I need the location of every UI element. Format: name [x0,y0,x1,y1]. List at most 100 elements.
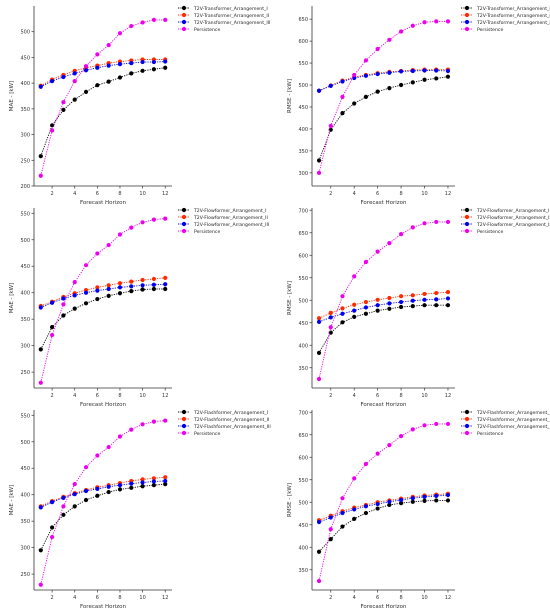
data-point [72,504,77,509]
data-point [106,63,111,68]
data-point [83,497,89,503]
x-tick-label: 6 [96,595,99,601]
data-point [61,296,66,301]
x-tick-label: 2 [329,393,332,399]
x-tick-label: 6 [376,595,379,601]
data-point [163,17,168,22]
data-point [352,516,357,522]
series-2 [316,290,451,321]
data-point [151,483,157,488]
data-point [95,251,100,256]
legend-swatch-marker [181,430,187,436]
y-tick-label: 450 [20,466,30,472]
series-line [40,218,166,383]
series-line [40,277,166,307]
legend-entry: Persistence [178,229,220,235]
data-point [61,504,66,509]
data-point [151,276,157,282]
data-point [340,79,345,84]
data-point [163,478,168,484]
legend-entry: T2V-Transformer_Arrangement_II [178,13,269,19]
legend-entry: T2V-Flowformer_Arrangement_I [461,208,549,214]
data-point [163,282,168,287]
y-tick-label: 500 [20,238,30,244]
y-tick-label: 450 [298,523,308,529]
data-point [398,299,404,305]
x-axis-label: Forecast Horizon [80,604,127,610]
data-point [375,249,380,254]
data-point [140,477,145,482]
x-tick-label: 2 [329,595,332,601]
series-4 [316,219,451,382]
data-point [375,506,380,511]
y-tick-label: 250 [20,370,30,376]
series-line [318,70,448,92]
series-4 [38,17,168,178]
data-point [129,60,134,66]
data-point [61,495,66,500]
x-tick-label: 12 [162,595,168,601]
y-tick-label: 350 [298,366,308,372]
chart-panel-6: 350 400 450 500 550 600 650 700 2 4 6 8 10 12 Forecast… [287,410,550,610]
data-point [398,434,404,439]
series-line [40,19,166,176]
data-point [95,65,100,70]
data-point [363,299,369,305]
data-point [340,496,345,501]
data-point [316,158,322,163]
data-point [316,549,322,554]
data-point [61,107,66,112]
data-point [151,59,157,65]
data-point [163,286,168,292]
data-point [328,127,333,132]
data-point [422,498,427,503]
data-point [129,23,134,29]
data-point [328,315,333,320]
data-point [363,94,369,99]
data-point [340,294,345,299]
data-point [95,493,100,498]
data-point [38,548,43,553]
data-point [83,263,89,268]
data-point [49,325,55,330]
legend-entry: Persistence [461,27,503,33]
data-point [106,283,111,288]
data-point [387,241,392,246]
series-line [40,420,166,585]
x-axis-label: Forecast Horizon [360,402,407,408]
legend-entry: T2V-Transformer_Arrangement_I [461,6,550,12]
legend-swatch-marker [181,228,187,234]
x-tick-label: 8 [118,393,121,399]
series-3 [316,492,451,525]
data-point [352,302,357,307]
legend-label: T2V-Transformer_Arrangement_II [476,13,550,19]
x-tick-label: 4 [353,393,356,399]
data-point [83,68,89,73]
data-point [83,89,89,94]
data-point [49,500,55,505]
data-point [151,476,157,481]
chart-panel-4: 350 400 450 500 550 600 650 700 2 4 6 8 10 12 Forecast… [287,208,550,408]
data-point [363,259,369,265]
data-point [106,484,111,489]
legend-entry: T2V-Flashformer_Arrangement_I [461,410,550,416]
legend-label: Persistence [477,431,503,437]
data-point [445,498,451,503]
legend-label: T2V-Flashformer_Arrangement_III [476,424,550,430]
data-point [410,68,415,74]
data-point [375,46,380,52]
x-tick-label: 10 [421,595,427,601]
data-point [38,173,43,178]
legend-entry: T2V-Transformer_Arrangement_III [461,20,550,26]
legend-swatch-marker [181,416,187,422]
data-point [422,303,427,308]
data-point [352,274,357,279]
legend-entry: T2V-Flashformer_Arrangement_III [178,424,271,430]
y-tick-label: 500 [298,500,308,506]
legend-label: T2V-Transformer_Arrangement_III [476,20,550,26]
data-point [316,519,322,525]
x-tick-label: 2 [329,191,332,197]
data-point [328,310,333,315]
data-point [61,313,66,318]
series-3 [38,478,168,510]
